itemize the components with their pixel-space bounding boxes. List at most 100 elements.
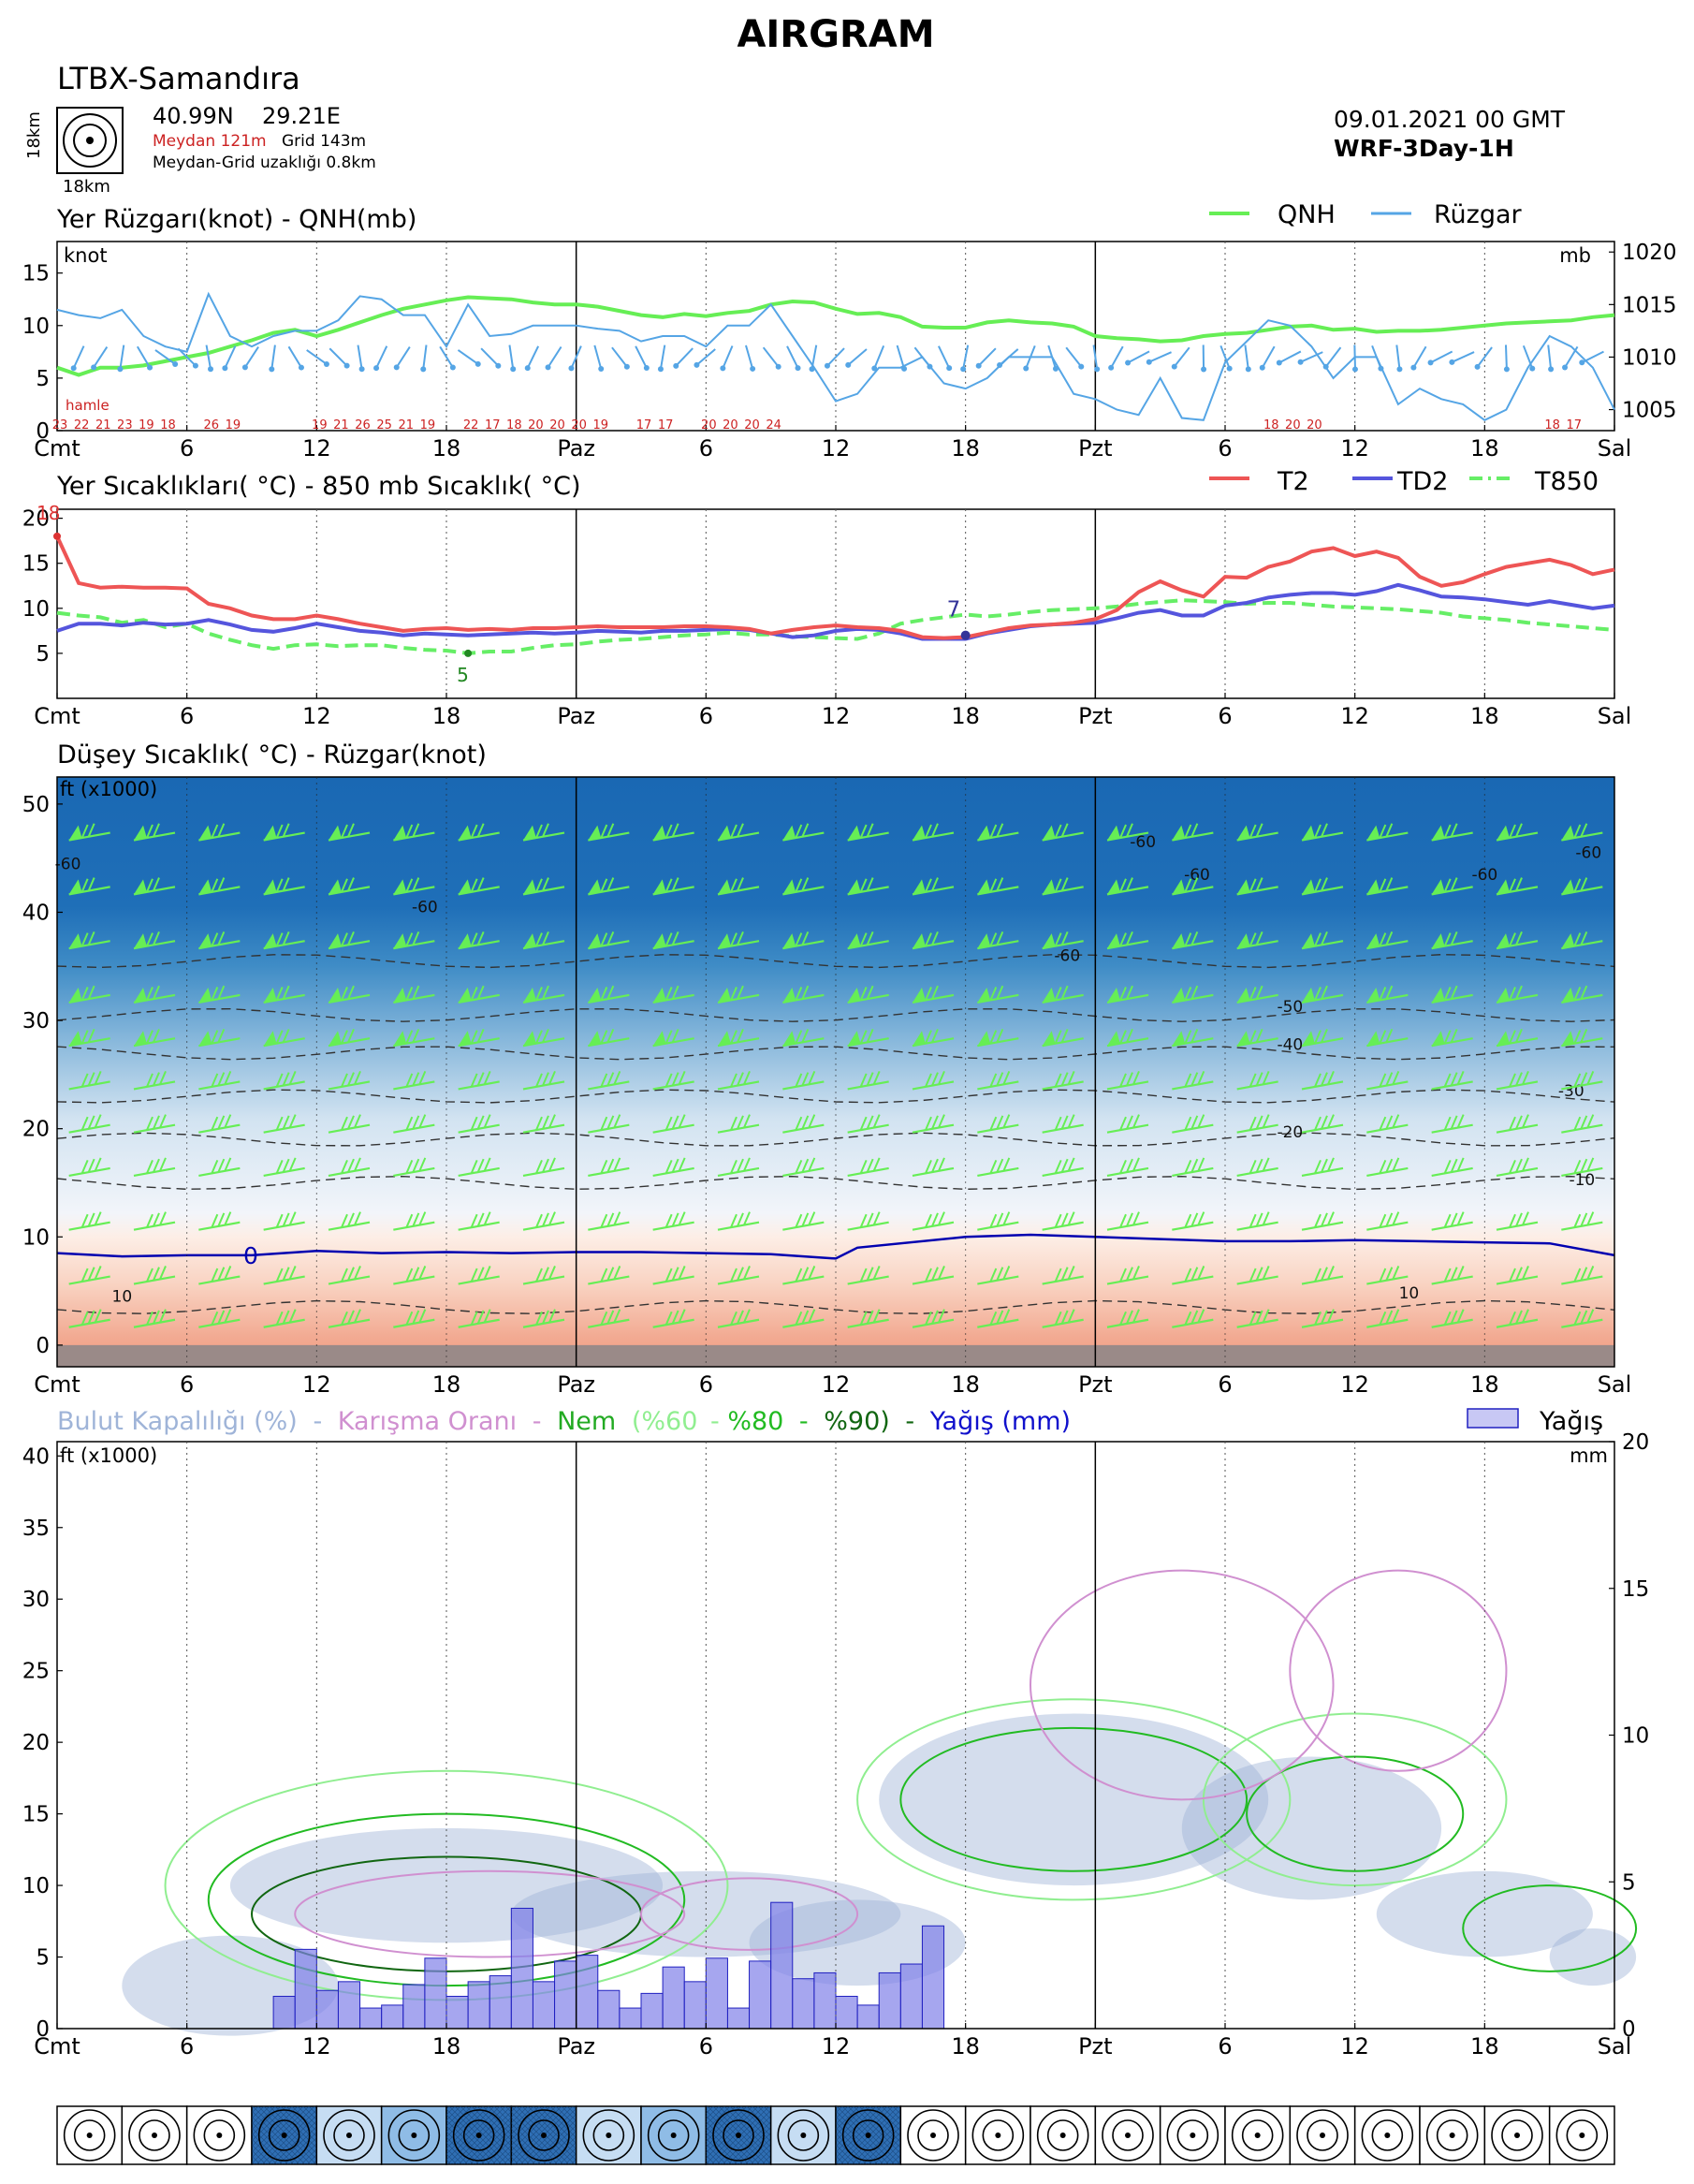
wind-barb-feather bbox=[1184, 1213, 1192, 1228]
p3-xtick-label: Cmt bbox=[34, 1371, 80, 1398]
wind-barb-pennant bbox=[1561, 1031, 1575, 1047]
wind-barb-feather bbox=[866, 877, 874, 891]
p4-ytick-label: 10 bbox=[1622, 1724, 1649, 1749]
wind-arrow bbox=[1148, 351, 1172, 363]
wind-barb-feather bbox=[1060, 1115, 1069, 1130]
precip-bar bbox=[899, 1963, 923, 2030]
wind-barb-feather bbox=[87, 1158, 95, 1173]
wind-barb-feather bbox=[146, 878, 153, 893]
wind-barb-pennant bbox=[1366, 1031, 1380, 1047]
wind-barb-feather bbox=[1515, 1310, 1523, 1325]
wind-barb-feather bbox=[347, 1267, 355, 1282]
wind-barb-pennant bbox=[263, 987, 277, 1003]
wind-barb-feather bbox=[996, 877, 1004, 891]
wind-barb-feather bbox=[476, 877, 485, 891]
wind-barb-pennant bbox=[1561, 825, 1575, 841]
wind-barb-feather bbox=[1392, 1211, 1400, 1226]
p4-xtick-label: 12 bbox=[302, 2033, 331, 2059]
wind-barb-feather bbox=[1067, 1114, 1075, 1128]
cloud-cell-ring-inner bbox=[657, 2119, 690, 2151]
p4-xtick-label: Cmt bbox=[34, 2033, 80, 2059]
wind-arrow bbox=[270, 344, 276, 370]
p1-xtick-label: 18 bbox=[432, 435, 461, 462]
cloud-cell-dot bbox=[1190, 2133, 1196, 2138]
p4-xtick-label: 6 bbox=[1218, 2033, 1232, 2059]
wind-barb-pennant bbox=[134, 1031, 147, 1047]
wind-barb-feather bbox=[606, 1212, 615, 1227]
wind-barb-pennant bbox=[588, 825, 602, 841]
wind-arrow bbox=[593, 344, 603, 370]
wind-barb-feather bbox=[535, 1159, 543, 1174]
precip-bar bbox=[813, 1971, 837, 2030]
wind-barb-pennant bbox=[913, 879, 926, 895]
title-sep-4: - bbox=[799, 1407, 809, 1436]
wind-barb-feather bbox=[1385, 985, 1394, 1000]
wind-barb-pennant bbox=[1561, 879, 1575, 895]
cloud-cell-ring-outer bbox=[193, 2109, 246, 2162]
gust-value: 18 bbox=[160, 418, 176, 432]
wind-barb-feather bbox=[859, 1030, 868, 1045]
wind-barb-feather bbox=[1054, 878, 1062, 893]
wind-barb-feather bbox=[1060, 823, 1069, 838]
wind-barb-feather bbox=[1586, 1309, 1595, 1324]
freezing-level-line bbox=[56, 1233, 1615, 1260]
wind-barb-feather bbox=[1443, 987, 1452, 1001]
wind-barb-feather bbox=[80, 824, 89, 839]
wind-barb-feather bbox=[341, 1213, 348, 1228]
precip-bar bbox=[532, 1981, 556, 2030]
wind-arrow-head bbox=[1562, 364, 1569, 371]
cloud-cell-dot bbox=[1059, 2133, 1066, 2138]
wind-barb-feather bbox=[1509, 987, 1516, 1001]
p3-xtick-label: 18 bbox=[1470, 1371, 1499, 1398]
wind-barb-feather bbox=[671, 1072, 679, 1087]
wind-arrow bbox=[357, 344, 363, 370]
wind-barb-feather bbox=[866, 985, 874, 1000]
wind-arrow bbox=[1395, 344, 1401, 370]
precip-bar bbox=[337, 1981, 361, 2030]
wind-barb-feather bbox=[1184, 1073, 1192, 1088]
wind-barb-feather bbox=[931, 1115, 939, 1130]
wind-barb-feather bbox=[1184, 987, 1192, 1001]
wind-barb-feather bbox=[542, 1115, 549, 1130]
wind-barb-feather bbox=[224, 1266, 232, 1280]
wind-barb-pennant bbox=[847, 825, 861, 841]
wind-barb-feather bbox=[613, 1157, 621, 1172]
wind-arrow-head bbox=[70, 365, 77, 372]
wind-arrow bbox=[695, 348, 716, 366]
wind-barb-feather bbox=[1249, 878, 1257, 893]
p1-right-unit: mb bbox=[1559, 244, 1591, 267]
mixing-contour bbox=[1030, 1569, 1335, 1801]
wind-arrow-head bbox=[694, 361, 700, 368]
wind-barb-feather bbox=[80, 1030, 89, 1045]
isotherm--30 bbox=[56, 1089, 1615, 1104]
wind-barb-feather bbox=[542, 1158, 549, 1173]
wind-barb-feather bbox=[153, 1158, 160, 1173]
wind-barb-pennant bbox=[68, 1031, 82, 1047]
wind-barb-pennant bbox=[458, 987, 472, 1003]
wind-barb-feather bbox=[1190, 1158, 1199, 1173]
wind-barb-feather bbox=[412, 1267, 420, 1282]
gust-value: 20 bbox=[1307, 418, 1322, 432]
wind-barb-feather bbox=[989, 1116, 998, 1131]
wind-barb-pennant bbox=[1236, 1031, 1250, 1047]
wind-barb-feather bbox=[224, 1114, 232, 1128]
cloud-cell-ring-inner bbox=[723, 2119, 754, 2151]
wind-barb-feather bbox=[153, 1267, 160, 1282]
wind-arrow-head bbox=[750, 365, 756, 372]
wind-barb-feather bbox=[1573, 1268, 1582, 1283]
p1-xtick-label: 18 bbox=[1470, 435, 1499, 462]
wind-barb-feather bbox=[347, 1212, 355, 1227]
wind-barb-feather bbox=[996, 1158, 1004, 1173]
mixing-contour bbox=[1289, 1569, 1508, 1772]
wind-barb-feather bbox=[347, 931, 355, 945]
p2-ytick-label: 20 bbox=[22, 507, 50, 532]
wind-barb-pennant bbox=[1497, 1031, 1510, 1047]
p4-ytick-label: 25 bbox=[22, 1660, 50, 1684]
min-temp-marker bbox=[464, 649, 473, 657]
wind-barb-feather bbox=[535, 824, 543, 839]
wind-barb-feather bbox=[1249, 1073, 1257, 1088]
wind-arrow-head bbox=[1503, 366, 1510, 373]
wind-barb-feather bbox=[801, 1115, 810, 1130]
panel2-legend: T2 TD2 T850 bbox=[1209, 467, 1599, 496]
wind-barb-feather bbox=[1262, 1114, 1270, 1128]
